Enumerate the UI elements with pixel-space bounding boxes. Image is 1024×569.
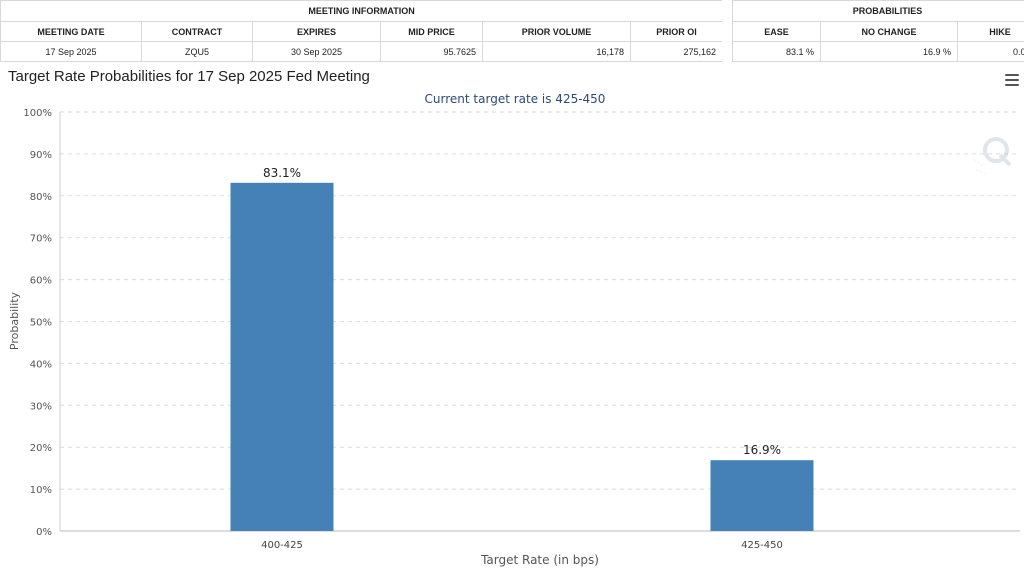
y-tick-label: 60%	[30, 276, 52, 287]
y-axis-label: Probability	[8, 291, 21, 350]
col-prior-volume: PRIOR VOLUME	[482, 21, 631, 42]
contract-value: ZQU5	[141, 41, 253, 62]
y-tick-label: 90%	[30, 150, 52, 161]
y-tick-label: 100%	[23, 108, 52, 119]
meeting-information-header: MEETING INFORMATION	[0, 0, 724, 22]
ease-value: 83.1 %	[732, 41, 821, 62]
prior-volume-value: 16,178	[482, 41, 631, 62]
col-prior-oi: PRIOR OI	[629, 21, 724, 42]
bar	[710, 460, 814, 531]
y-tick-label: 10%	[30, 485, 52, 496]
col-expires: EXPIRES	[252, 21, 381, 42]
y-tick-label: 0%	[36, 527, 52, 538]
chart-subtitle: Current target rate is 425-450	[425, 92, 606, 106]
x-tick-label: 400-425	[261, 540, 303, 551]
x-tick-label: 425-450	[741, 540, 783, 551]
meeting-date-value: 17 Sep 2025	[0, 41, 142, 62]
probabilities-header: PROBABILITIES	[731, 0, 1024, 22]
q-logo-watermark-icon	[973, 137, 1012, 175]
col-contract: CONTRACT	[141, 21, 253, 42]
col-hike: HIKE	[956, 21, 1024, 42]
bar	[230, 182, 334, 531]
y-tick-label: 40%	[30, 359, 52, 370]
x-axis-label: Target Rate (in bps)	[480, 553, 599, 567]
table-row: 83.1 % 16.9 % 0.0 %	[732, 41, 1024, 62]
bar-chart: 0% 10% 20% 30% 40% 50% 60% 70% 80% 90% 100% 83.1% 1…	[8, 92, 1020, 567]
y-tick-label: 50%	[30, 318, 52, 329]
y-tick-label: 80%	[30, 192, 52, 203]
table-separator	[722, 0, 732, 62]
col-mid-price: MID PRICE	[380, 21, 483, 42]
hike-value: 0.0 %	[956, 41, 1024, 62]
col-no-change: NO CHANGE	[820, 21, 958, 42]
bars: 83.1% 16.9%	[230, 166, 814, 531]
meeting-information-table: MEETING INFORMATION MEETING DATE CONTRAC…	[0, 0, 724, 62]
grid-lines	[59, 111, 1020, 532]
no-change-value: 16.9 %	[820, 41, 958, 62]
mid-price-value: 95.7625	[380, 41, 483, 62]
y-axis-ticks: 0% 10% 20% 30% 40% 50% 60% 70% 80% 90% 100%	[23, 108, 52, 538]
y-tick-label: 70%	[30, 234, 52, 245]
bar-data-label: 16.9%	[743, 443, 781, 457]
col-ease: EASE	[732, 21, 821, 42]
col-meeting-date: MEETING DATE	[0, 21, 142, 42]
hamburger-menu-icon[interactable]	[1005, 74, 1019, 86]
chart-title: Target Rate Probabilities for 17 Sep 202…	[8, 68, 370, 85]
prior-oi-value: 275,162	[629, 41, 724, 62]
y-tick-label: 20%	[30, 443, 52, 454]
expires-value: 30 Sep 2025	[252, 41, 381, 62]
x-axis-ticks: 400-425 425-450	[261, 540, 783, 551]
bar-data-label: 83.1%	[263, 166, 301, 180]
probabilities-table: PROBABILITIES EASE NO CHANGE HIKE 83.1 %…	[731, 0, 1024, 62]
table-row: 17 Sep 2025 ZQU5 30 Sep 2025 95.7625 16,…	[0, 41, 724, 62]
info-panel: MEETING INFORMATION MEETING DATE CONTRAC…	[0, 0, 1024, 62]
y-tick-label: 30%	[30, 401, 52, 412]
